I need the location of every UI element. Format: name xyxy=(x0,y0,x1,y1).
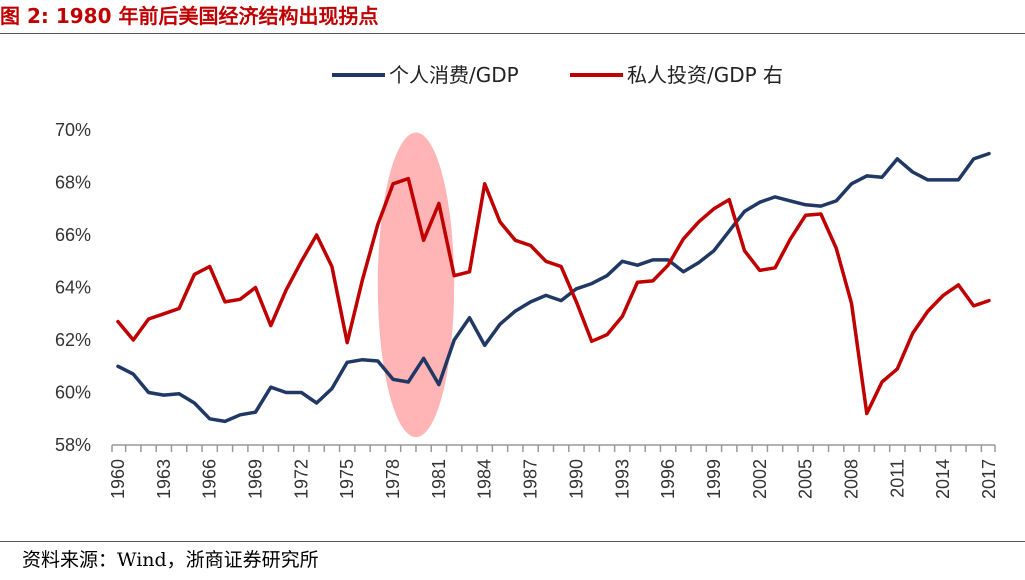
x-tick-label: 1996 xyxy=(658,459,678,499)
x-tick-label: 2008 xyxy=(841,459,861,499)
y-axis: 58% 60% 62% 64% 66% 68% 70% xyxy=(55,120,91,455)
x-tick-label: 1981 xyxy=(429,459,449,499)
x-tick-label: 1987 xyxy=(521,459,541,499)
series-line-consumption xyxy=(116,151,991,424)
highlight-ellipse xyxy=(377,132,455,438)
series-lines xyxy=(116,151,991,424)
x-tick-label: 2002 xyxy=(750,459,770,499)
y-tick-label: 62% xyxy=(55,330,91,350)
source-rule xyxy=(0,541,1025,542)
y-tick-label: 68% xyxy=(55,173,91,193)
x-tick-label: 1969 xyxy=(246,459,266,499)
x-tick-label: 1984 xyxy=(475,459,495,499)
source-note: 资料来源：Wind，浙商证券研究所 xyxy=(22,549,319,571)
x-tick-label: 1963 xyxy=(154,459,174,499)
y-tick-label: 58% xyxy=(55,435,91,455)
x-tick-label: 1966 xyxy=(200,459,220,499)
legend-label-consumption: 个人消费/GDP xyxy=(389,63,519,87)
y-tick-label: 60% xyxy=(55,383,91,403)
series-line-investment xyxy=(116,176,991,416)
x-tick-label: 1978 xyxy=(383,459,403,499)
x-axis: 1960 1963 1966 1969 1972 1975 1978 1981 1984 1987… xyxy=(108,444,999,499)
x-tick-label: 2017 xyxy=(979,459,999,499)
x-tick-label: 2005 xyxy=(796,459,816,499)
legend-label-investment: 私人投资/GDP 右 xyxy=(627,63,783,87)
figure-title: 图 2: 1980 年前后美国经济结构出现拐点 xyxy=(0,4,379,28)
x-tick-label: 1975 xyxy=(337,459,357,499)
chart-legend: 个人消费/GDP 私人投资/GDP 右 xyxy=(332,63,783,87)
x-tick-label: 1990 xyxy=(566,459,586,499)
y-tick-label: 70% xyxy=(55,120,91,140)
x-tick-label: 1960 xyxy=(108,459,128,499)
x-tick-label: 1993 xyxy=(612,459,632,499)
x-tick-label: 1999 xyxy=(704,459,724,499)
x-tick-label: 1972 xyxy=(291,459,311,499)
x-tick-label: 2011 xyxy=(887,459,907,498)
y-tick-label: 64% xyxy=(55,278,91,298)
x-tick-label: 2014 xyxy=(933,459,953,499)
title-underline xyxy=(0,33,1025,34)
y-tick-label: 66% xyxy=(55,225,91,245)
